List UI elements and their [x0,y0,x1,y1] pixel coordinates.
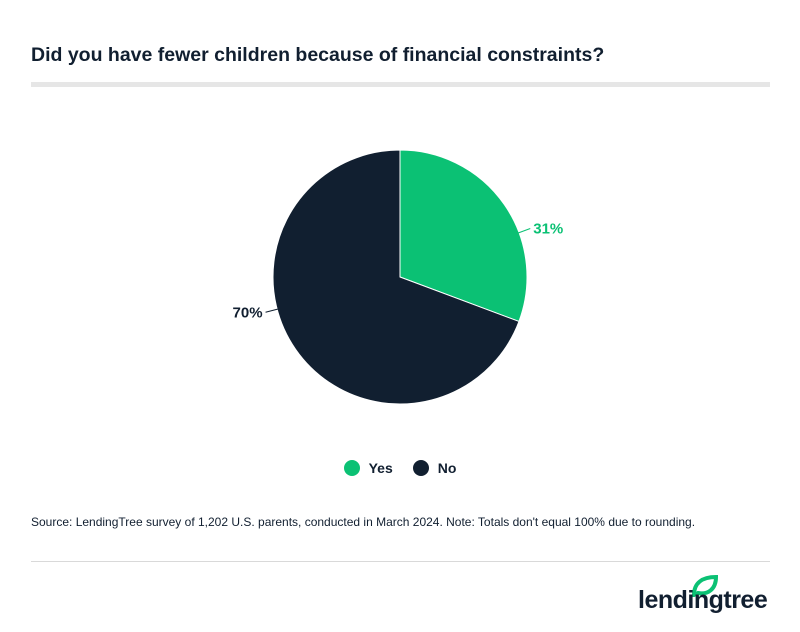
logo-wordmark: lendingtree [638,586,768,614]
chart-title: Did you have fewer children because of f… [31,44,605,66]
pie-slice-no [272,149,520,405]
footer-divider [31,561,770,562]
legend: Yes No [0,460,800,476]
legend-item-yes: Yes [343,460,393,476]
pie-slice-yes [399,149,528,323]
lendingtree-logo: lendingtree [638,575,770,615]
leaf-icon [691,575,719,597]
legend-label-no: No [437,460,457,476]
data-label-yes: 31% [533,220,563,237]
leader-line-no [265,308,280,313]
source-note: Source: LendingTree survey of 1,202 U.S.… [31,515,696,529]
legend-swatch-yes [343,460,360,476]
leader-line-yes [516,228,531,234]
legend-item-no: No [412,460,457,476]
title-divider [31,82,770,87]
legend-label-yes: Yes [368,460,393,476]
legend-swatch-no [412,460,429,476]
data-label-no: 70% [233,304,263,321]
